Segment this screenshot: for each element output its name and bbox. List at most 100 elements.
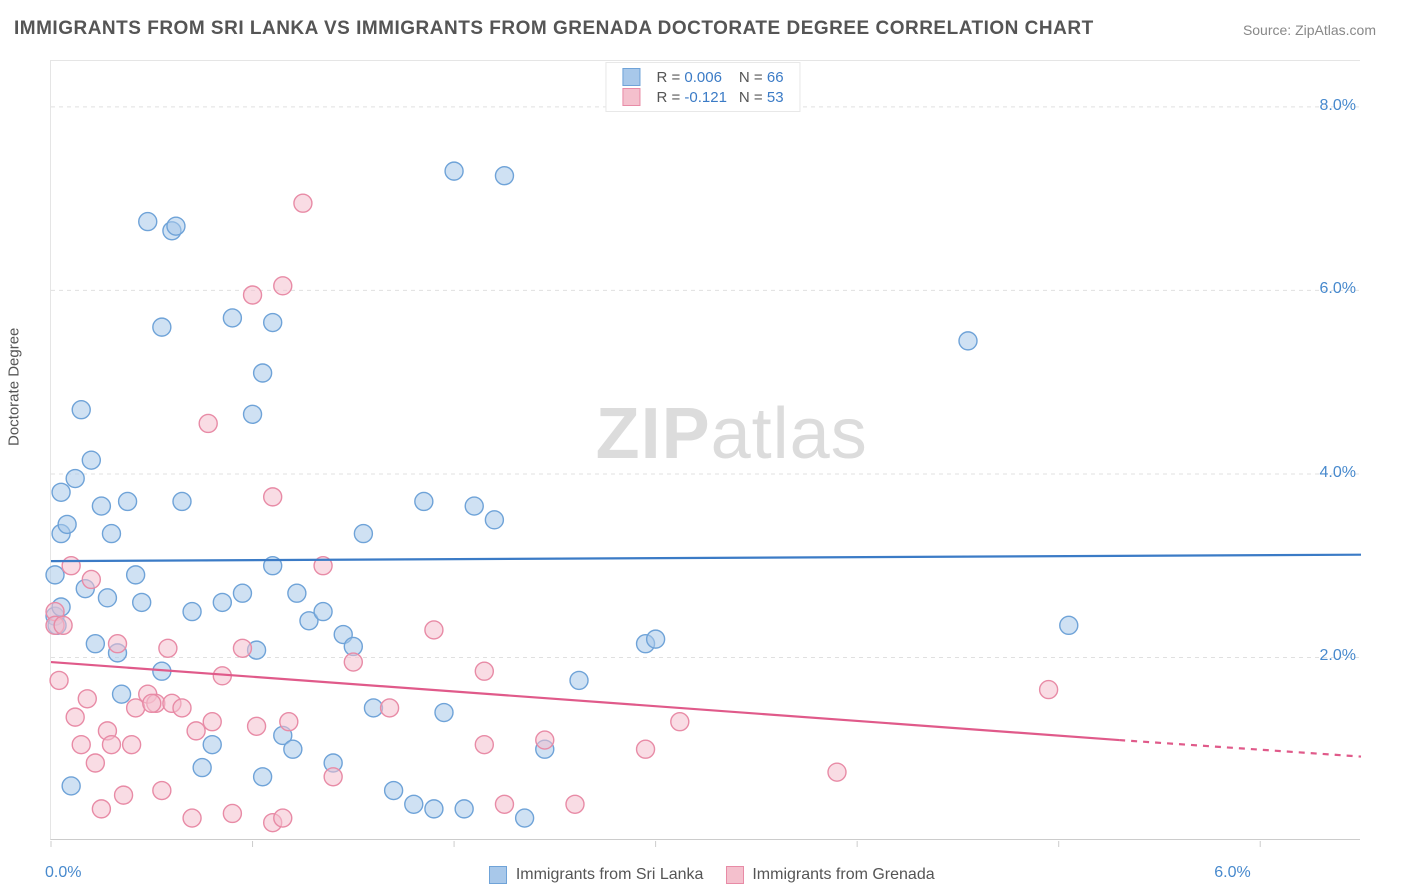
source-label: Source: ZipAtlas.com bbox=[1243, 22, 1376, 38]
data-point-grenada bbox=[381, 699, 399, 717]
data-point-sri_lanka bbox=[288, 584, 306, 602]
data-point-grenada bbox=[280, 713, 298, 731]
data-point-grenada bbox=[248, 717, 266, 735]
r-label: R = bbox=[656, 89, 680, 106]
n-value-grenada: 53 bbox=[767, 89, 784, 106]
data-point-sri_lanka bbox=[233, 584, 251, 602]
data-point-sri_lanka bbox=[193, 759, 211, 777]
data-point-sri_lanka bbox=[133, 593, 151, 611]
data-point-grenada bbox=[244, 286, 262, 304]
data-point-sri_lanka bbox=[52, 483, 70, 501]
data-point-sri_lanka bbox=[385, 782, 403, 800]
data-point-grenada bbox=[199, 414, 217, 432]
data-point-sri_lanka bbox=[455, 800, 473, 818]
data-point-grenada bbox=[187, 722, 205, 740]
data-point-sri_lanka bbox=[203, 736, 221, 754]
chart-container: IMMIGRANTS FROM SRI LANKA VS IMMIGRANTS … bbox=[0, 0, 1406, 892]
data-point-sri_lanka bbox=[102, 525, 120, 543]
data-point-grenada bbox=[274, 277, 292, 295]
data-point-grenada bbox=[102, 736, 120, 754]
regression-line-dash-grenada bbox=[1119, 740, 1361, 757]
data-point-grenada bbox=[1040, 681, 1058, 699]
data-point-grenada bbox=[109, 635, 127, 653]
data-point-sri_lanka bbox=[364, 699, 382, 717]
data-point-sri_lanka bbox=[495, 167, 513, 185]
y-tick-label: 8.0% bbox=[1320, 97, 1356, 115]
data-point-sri_lanka bbox=[139, 213, 157, 231]
data-point-sri_lanka bbox=[516, 809, 534, 827]
legend-swatch-grenada bbox=[726, 866, 744, 884]
n-label: N = bbox=[739, 89, 763, 106]
y-tick-label: 4.0% bbox=[1320, 464, 1356, 482]
data-point-sri_lanka bbox=[284, 740, 302, 758]
data-point-grenada bbox=[173, 699, 191, 717]
data-point-grenada bbox=[425, 621, 443, 639]
regression-line-sri_lanka bbox=[51, 555, 1361, 561]
data-point-sri_lanka bbox=[465, 497, 483, 515]
legend-label-grenada: Immigrants from Grenada bbox=[752, 866, 934, 883]
data-point-sri_lanka bbox=[98, 589, 116, 607]
data-point-sri_lanka bbox=[223, 309, 241, 327]
data-point-grenada bbox=[72, 736, 90, 754]
plot-area: ZIPatlas bbox=[50, 60, 1360, 840]
n-label: N = bbox=[739, 69, 763, 86]
data-point-grenada bbox=[828, 763, 846, 781]
data-point-grenada bbox=[536, 731, 554, 749]
y-tick-label: 6.0% bbox=[1320, 280, 1356, 298]
data-point-grenada bbox=[82, 570, 100, 588]
chart-title: IMMIGRANTS FROM SRI LANKA VS IMMIGRANTS … bbox=[14, 18, 1094, 40]
data-point-grenada bbox=[203, 713, 221, 731]
data-point-sri_lanka bbox=[66, 470, 84, 488]
data-point-sri_lanka bbox=[119, 492, 137, 510]
data-point-sri_lanka bbox=[167, 217, 185, 235]
data-point-sri_lanka bbox=[86, 635, 104, 653]
data-point-sri_lanka bbox=[127, 566, 145, 584]
data-point-grenada bbox=[62, 557, 80, 575]
legend-swatch-srilanka bbox=[489, 866, 507, 884]
data-point-grenada bbox=[671, 713, 689, 731]
data-point-grenada bbox=[274, 809, 292, 827]
data-point-grenada bbox=[159, 639, 177, 657]
data-point-grenada bbox=[153, 782, 171, 800]
data-point-grenada bbox=[264, 488, 282, 506]
data-point-sri_lanka bbox=[435, 704, 453, 722]
data-point-grenada bbox=[495, 795, 513, 813]
data-point-sri_lanka bbox=[405, 795, 423, 813]
data-point-grenada bbox=[475, 662, 493, 680]
data-point-grenada bbox=[475, 736, 493, 754]
data-point-sri_lanka bbox=[72, 401, 90, 419]
data-point-grenada bbox=[115, 786, 133, 804]
data-point-sri_lanka bbox=[485, 511, 503, 529]
legend-stats-row-2: R = -0.121 N = 53 bbox=[616, 87, 789, 107]
r-value-srilanka: 0.006 bbox=[684, 69, 722, 86]
r-label: R = bbox=[656, 69, 680, 86]
data-point-sri_lanka bbox=[254, 364, 272, 382]
data-point-sri_lanka bbox=[46, 566, 64, 584]
data-point-grenada bbox=[66, 708, 84, 726]
legend-bottom: Immigrants from Sri Lanka Immigrants fro… bbox=[0, 866, 1406, 884]
data-point-sri_lanka bbox=[1060, 616, 1078, 634]
data-point-grenada bbox=[50, 671, 68, 689]
data-point-grenada bbox=[86, 754, 104, 772]
x-tick-label: 6.0% bbox=[1214, 864, 1250, 882]
data-point-grenada bbox=[78, 690, 96, 708]
data-point-sri_lanka bbox=[62, 777, 80, 795]
data-point-grenada bbox=[223, 804, 241, 822]
data-point-sri_lanka bbox=[92, 497, 110, 515]
data-point-grenada bbox=[344, 653, 362, 671]
data-point-grenada bbox=[566, 795, 584, 813]
legend-label-srilanka: Immigrants from Sri Lanka bbox=[516, 866, 704, 883]
r-value-grenada: -0.121 bbox=[684, 89, 727, 106]
data-point-sri_lanka bbox=[254, 768, 272, 786]
legend-swatch-grenada bbox=[622, 88, 640, 106]
data-point-grenada bbox=[92, 800, 110, 818]
legend-stats: R = 0.006 N = 66 R = -0.121 N = 53 bbox=[605, 62, 800, 112]
data-point-sri_lanka bbox=[264, 314, 282, 332]
data-point-grenada bbox=[324, 768, 342, 786]
data-point-grenada bbox=[294, 194, 312, 212]
data-point-sri_lanka bbox=[58, 515, 76, 533]
data-point-sri_lanka bbox=[82, 451, 100, 469]
data-point-grenada bbox=[54, 616, 72, 634]
y-axis-title: Doctorate Degree bbox=[6, 328, 23, 446]
data-point-sri_lanka bbox=[244, 405, 262, 423]
